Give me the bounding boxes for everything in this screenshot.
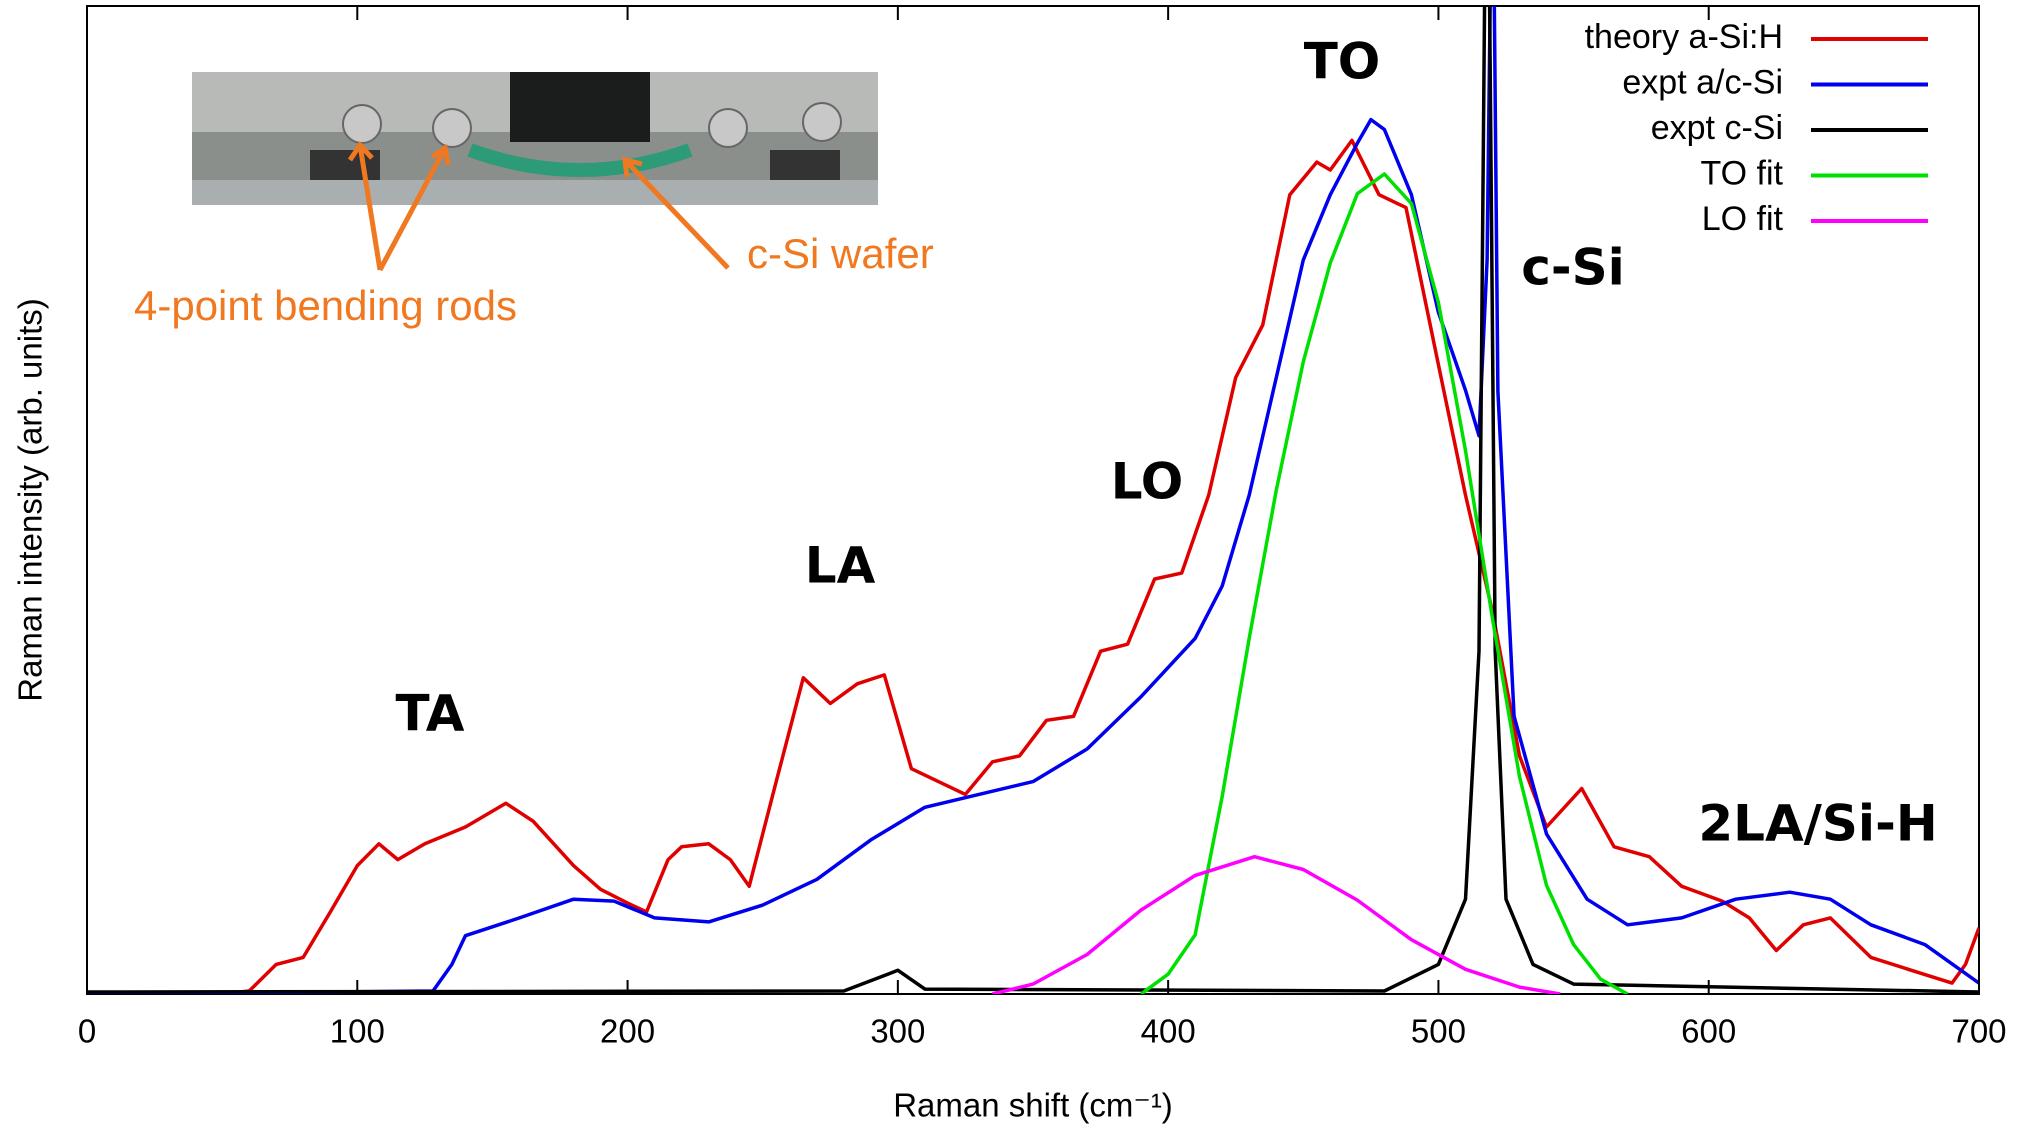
x-tick-label: 500 (1411, 1013, 1466, 1050)
x-tick-label: 600 (1681, 1013, 1736, 1050)
annotation: TO (1304, 33, 1381, 91)
series-line (87, 6, 1979, 994)
annotation: 2LA/Si-H (1698, 795, 1937, 853)
series-line (1140, 172, 1629, 994)
plot-area (87, 6, 1979, 994)
legend-label: expt c-Si (1651, 109, 1783, 147)
y-axis-label: Raman intensity (arb. units) (12, 298, 49, 702)
series-line (87, 138, 1979, 994)
legend-label: LO fit (1702, 200, 1784, 238)
plot-frame (86, 5, 1980, 995)
x-axis-label: Raman shift (cm⁻¹) (893, 1087, 1173, 1124)
annotation: LA (805, 537, 876, 595)
legend-label: TO fit (1701, 154, 1784, 192)
x-tick-label: 100 (330, 1013, 385, 1050)
annotation: TA (396, 685, 465, 743)
legend-label: theory a-Si:H (1585, 18, 1783, 56)
x-tick-label: 700 (1951, 1013, 2006, 1050)
inset-label: 4-point bending rods (134, 282, 517, 329)
x-tick-label: 200 (600, 1013, 655, 1050)
series-line (992, 854, 1561, 994)
x-tick-label: 0 (78, 1013, 96, 1050)
annotation: LO (1111, 453, 1184, 511)
legend-label: expt a/c-Si (1622, 63, 1783, 101)
x-tick-label: 400 (1141, 1013, 1196, 1050)
x-tick-label: 300 (870, 1013, 925, 1050)
inset-label: c-Si wafer (747, 230, 934, 277)
annotation: c-Si (1521, 239, 1625, 297)
inset-arrows (347, 140, 730, 272)
inset-photo (192, 72, 878, 205)
series-line (87, 6, 1979, 994)
